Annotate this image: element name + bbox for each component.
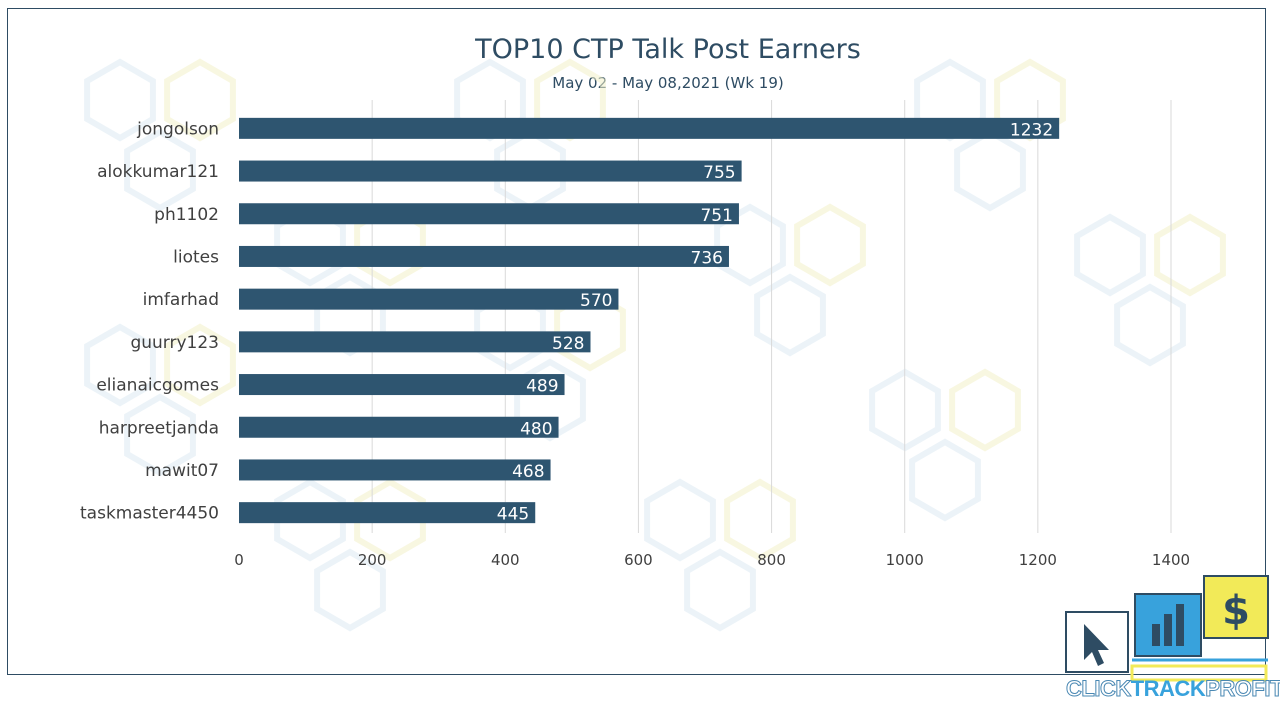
background-watermark	[84, 58, 1226, 632]
watermark-hexagon	[954, 128, 1026, 212]
category-label: elianaicgomes	[96, 376, 219, 396]
category-label: alokkumar121	[97, 162, 219, 182]
category-label: liotes	[173, 247, 219, 267]
x-axis-tick-labels: 0 200 400 600 800 1000 1200 1400	[234, 551, 1190, 569]
watermark-hexagon	[354, 203, 426, 287]
category-label: ph1102	[154, 205, 219, 225]
watermark-hexagon	[1114, 283, 1186, 367]
data-label: 445	[497, 505, 529, 525]
bar-guurry123	[239, 331, 591, 353]
bar-taskmaster4450	[239, 502, 536, 524]
data-label: 751	[700, 206, 732, 226]
watermark-hexagon	[714, 203, 786, 287]
watermark-hexagon	[1154, 213, 1226, 297]
dollar-icon: $	[1203, 575, 1269, 639]
bar-elianaicgomes	[239, 374, 565, 396]
x-tick-label: 1000	[886, 551, 924, 569]
category-labels: jongolson alokkumar121 ph1102 liotes imfarha…	[80, 119, 219, 523]
data-label: 468	[512, 462, 544, 482]
bar-imfarhad	[239, 288, 619, 310]
logo-wordmark: CLICKTRACKPROFIT	[1066, 676, 1280, 702]
data-label: 480	[520, 419, 552, 439]
data-label: 1232	[1010, 120, 1053, 140]
bar-liotes	[239, 245, 729, 267]
watermark-hexagon	[754, 273, 826, 357]
bar-harpreetjanda	[239, 416, 559, 438]
x-tick-label: 400	[491, 551, 520, 569]
watermark-hexagon	[644, 478, 716, 562]
chart-title: TOP10 CTP Talk Post Earners	[475, 34, 861, 65]
watermark-hexagon	[354, 478, 426, 562]
chart-subtitle: May 02 - May 08,2021 (Wk 19)	[552, 74, 784, 92]
watermark-hexagon	[724, 478, 796, 562]
watermark-hexagon	[314, 548, 386, 632]
watermark-hexagon	[84, 323, 156, 407]
category-label: harpreetjanda	[99, 418, 219, 438]
category-label: mawit07	[145, 461, 219, 481]
data-label: 528	[552, 334, 584, 354]
data-label: 736	[691, 248, 723, 268]
watermark-hexagon	[794, 203, 866, 287]
watermark-hexagon	[124, 393, 196, 477]
watermark-hexagon	[474, 288, 546, 372]
bar-jongolson	[239, 117, 1060, 139]
watermark-hexagon	[684, 548, 756, 632]
bar-chart-icon	[1134, 593, 1202, 657]
x-tick-label: 600	[624, 551, 653, 569]
watermark-hexagon	[124, 128, 196, 212]
bar-ph1102	[239, 203, 739, 225]
x-tick-label: 0	[234, 551, 244, 569]
watermark-hexagon	[164, 323, 236, 407]
x-tick-label: 200	[358, 551, 387, 569]
grid-lines	[371, 100, 1172, 533]
category-label: jongolson	[136, 119, 219, 139]
category-label: guurry123	[130, 333, 219, 353]
data-label: 489	[526, 377, 558, 397]
category-label: taskmaster4450	[80, 504, 219, 524]
bars-group: 1232 755 751 736 570 528 489 480 468 445	[239, 117, 1060, 525]
watermark-hexagon	[909, 438, 981, 522]
watermark-hexagon	[554, 288, 626, 372]
watermark-hexagon	[274, 203, 346, 287]
bar-alokkumar121	[239, 160, 742, 182]
cursor-icon	[1065, 611, 1129, 673]
x-tick-label: 1400	[1152, 551, 1190, 569]
x-tick-label: 1200	[1019, 551, 1057, 569]
svg-text:$: $	[1222, 588, 1250, 634]
data-label: 570	[580, 291, 612, 311]
watermark-hexagon	[949, 368, 1021, 452]
data-label: 755	[703, 163, 735, 183]
watermark-hexagon	[274, 478, 346, 562]
watermark-hexagon	[1074, 213, 1146, 297]
bar-mawit07	[239, 459, 551, 481]
watermark-hexagon	[164, 58, 236, 142]
clicktrackprofit-logo: $	[1065, 575, 1269, 682]
x-tick-label: 800	[757, 551, 786, 569]
watermark-hexagon	[84, 58, 156, 142]
category-label: imfarhad	[143, 290, 219, 310]
